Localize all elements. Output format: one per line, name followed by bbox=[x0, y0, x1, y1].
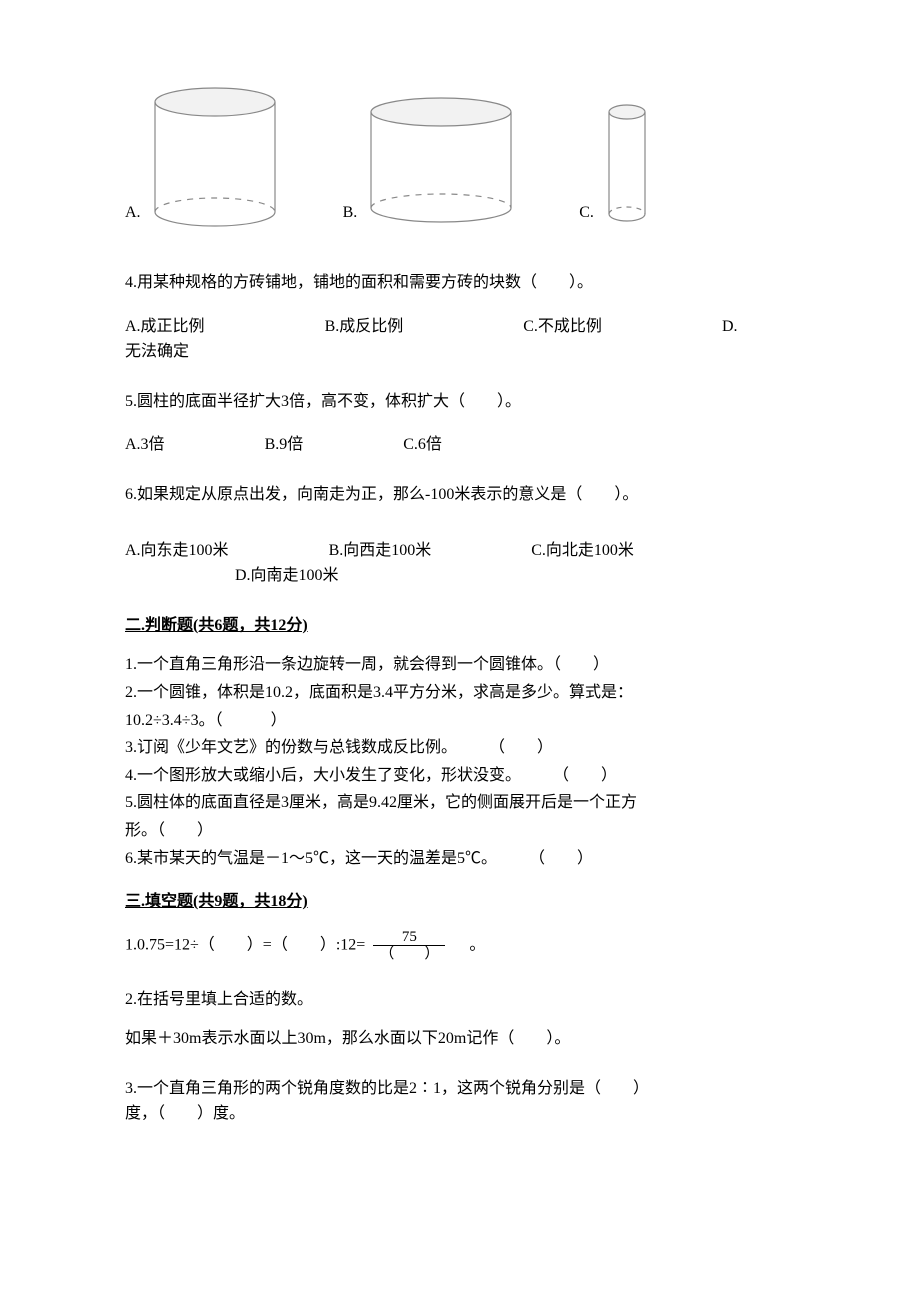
section-2-title: 二.判断题(共6题，共12分) bbox=[125, 613, 795, 639]
q4-option-c: C.不成比例 bbox=[523, 314, 602, 340]
q5-option-a: A.3倍 bbox=[125, 432, 165, 458]
question-4-text: 4.用某种规格的方砖铺地，铺地的面积和需要方砖的块数（ ）。 bbox=[125, 270, 795, 296]
judge-4: 4.一个图形放大或缩小后，大小发生了变化，形状没变。 （ ） bbox=[125, 763, 795, 789]
judge-3: 3.订阅《少年文艺》的份数与总钱数成反比例。 （ ） bbox=[125, 735, 795, 761]
question-4-options: A.成正比例 B.成反比例 C.不成比例 D. bbox=[125, 314, 795, 340]
q6-option-d: D.向南走100米 bbox=[235, 563, 795, 589]
fill-1: 1.0.75=12÷（ ）=（ ）:12= 75 （ ） 。 bbox=[125, 929, 795, 963]
fill-3: 3.一个直角三角形的两个锐角度数的比是2∶1，这两个锐角分别是（ ） 度，（ ）… bbox=[125, 1076, 795, 1127]
fill-1-pre: 1.0.75=12÷（ ）=（ ）:12= bbox=[125, 936, 365, 953]
option-a-label: A. bbox=[125, 200, 141, 230]
judge-1: 1.一个直角三角形沿一条边旋转一周，就会得到一个圆锥体。（ ） bbox=[125, 652, 795, 678]
option-c-label: C. bbox=[579, 200, 594, 230]
fill-1-denominator: （ ） bbox=[373, 946, 445, 963]
q6-option-b: B.向西走100米 bbox=[329, 538, 432, 564]
q5-option-b: B.9倍 bbox=[265, 432, 304, 458]
fill-3b: 度，（ ）度。 bbox=[125, 1101, 795, 1127]
cylinder-option-c: C. bbox=[579, 100, 654, 230]
question-5-options: A.3倍 B.9倍 C.6倍 bbox=[125, 432, 795, 458]
cylinder-c-icon bbox=[600, 100, 654, 230]
question-6-text: 6.如果规定从原点出发，向南走为正，那么-100米表示的意义是（ ）。 bbox=[125, 482, 795, 508]
fill-1-numerator: 75 bbox=[373, 929, 445, 947]
cylinder-options-row: A. B. C. bbox=[125, 80, 795, 230]
q5-option-c: C.6倍 bbox=[403, 432, 442, 458]
q6-option-c: C.向北走100米 bbox=[531, 538, 634, 564]
q4-option-b: B.成反比例 bbox=[325, 314, 404, 340]
question-5: 5.圆柱的底面半径扩大3倍，高不变，体积扩大（ ）。 A.3倍 B.9倍 C.6… bbox=[125, 389, 795, 458]
judge-2a: 2.一个圆锥，体积是10.2，底面积是3.4平方分米，求高是多少。算式是： bbox=[125, 680, 795, 706]
cylinder-b-icon bbox=[363, 90, 519, 230]
question-6-options: A.向东走100米 B.向西走100米 C.向北走100米 bbox=[125, 538, 795, 564]
question-5-text: 5.圆柱的底面半径扩大3倍，高不变，体积扩大（ ）。 bbox=[125, 389, 795, 415]
judge-5a: 5.圆柱体的底面直径是3厘米，高是9.42厘米，它的侧面展开后是一个正方 bbox=[125, 790, 795, 816]
section-3-title: 三.填空题(共9题，共18分) bbox=[125, 889, 795, 915]
q6-option-a: A.向东走100米 bbox=[125, 538, 229, 564]
question-4: 4.用某种规格的方砖铺地，铺地的面积和需要方砖的块数（ ）。 A.成正比例 B.… bbox=[125, 270, 795, 365]
exam-page: A. B. C. bbox=[0, 0, 920, 1211]
q4-option-d-text: 无法确定 bbox=[125, 339, 795, 365]
fill-2-sub: 如果＋30m表示水面以上30m，那么水面以下20m记作（ ）。 bbox=[125, 1026, 795, 1052]
fill-1-post: 。 bbox=[453, 936, 485, 953]
cylinder-option-b: B. bbox=[343, 90, 520, 230]
judge-6: 6.某市某天的气温是－1～5℃，这一天的温差是5℃。 （ ） bbox=[125, 846, 795, 872]
cylinder-a-icon bbox=[147, 80, 283, 230]
option-b-label: B. bbox=[343, 200, 358, 230]
q4-option-a: A.成正比例 bbox=[125, 314, 205, 340]
q4-option-d-prefix: D. bbox=[722, 314, 738, 340]
judge-2b: 10.2÷3.4÷3。（ ） bbox=[125, 708, 795, 734]
judgment-list: 1.一个直角三角形沿一条边旋转一周，就会得到一个圆锥体。（ ） 2.一个圆锥，体… bbox=[125, 652, 795, 871]
cylinder-option-a: A. bbox=[125, 80, 283, 230]
question-6: 6.如果规定从原点出发，向南走为正，那么-100米表示的意义是（ ）。 A.向东… bbox=[125, 482, 795, 589]
judge-5b: 形。（ ） bbox=[125, 818, 795, 844]
fill-3a: 3.一个直角三角形的两个锐角度数的比是2∶1，这两个锐角分别是（ ） bbox=[125, 1076, 795, 1102]
fill-2: 2.在括号里填上合适的数。 如果＋30m表示水面以上30m，那么水面以下20m记… bbox=[125, 987, 795, 1052]
fill-1-fraction: 75 （ ） bbox=[373, 929, 445, 963]
fill-2-text: 2.在括号里填上合适的数。 bbox=[125, 987, 795, 1013]
